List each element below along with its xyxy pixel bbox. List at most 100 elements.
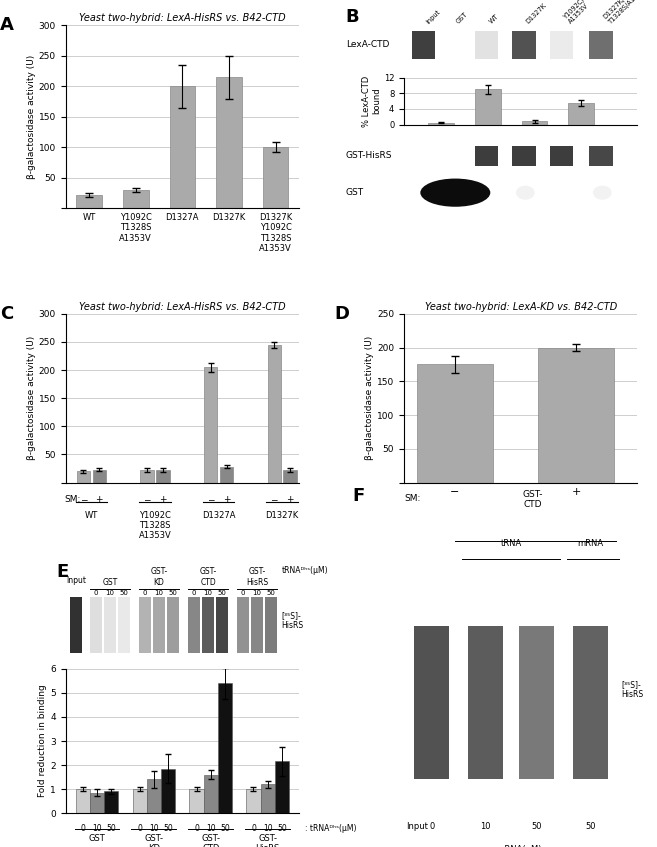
- Text: tRNAᴰʰˢ(μM): tRNAᴰʰˢ(μM): [281, 566, 328, 575]
- Bar: [522, 121, 547, 125]
- Text: Input: Input: [66, 576, 86, 584]
- Text: F: F: [353, 487, 365, 505]
- Bar: [218, 684, 232, 813]
- Text: mRNA: mRNA: [578, 539, 604, 548]
- Bar: [275, 761, 289, 813]
- Text: GST-
CTD: GST- CTD: [522, 490, 543, 509]
- Bar: [520, 627, 555, 779]
- Text: +: +: [223, 495, 231, 504]
- Text: Input: Input: [425, 8, 442, 25]
- Text: −: −: [79, 495, 87, 504]
- Bar: [161, 769, 175, 813]
- Bar: [550, 147, 573, 166]
- Text: 0: 0: [430, 822, 435, 831]
- Text: 10: 10: [252, 590, 261, 596]
- Text: +: +: [95, 495, 103, 504]
- Bar: [246, 789, 261, 813]
- Text: +: +: [159, 495, 167, 504]
- Text: Y1092C
T1328S
A1353V: Y1092C T1328S A1353V: [139, 511, 171, 540]
- Text: WT: WT: [488, 13, 500, 25]
- Bar: [468, 627, 503, 779]
- Text: E: E: [57, 563, 68, 581]
- Text: 10: 10: [206, 824, 215, 833]
- Title: Yeast two-hybrid: LexA-HisRS vs. B42-CTD: Yeast two-hybrid: LexA-HisRS vs. B42-CTD: [79, 14, 286, 23]
- Title: Yeast two-hybrid: LexA-HisRS vs. B42-CTD: Yeast two-hybrid: LexA-HisRS vs. B42-CTD: [79, 302, 286, 312]
- Text: D1327K: D1327K: [265, 511, 299, 520]
- Text: 50: 50: [120, 590, 129, 596]
- Text: GST: GST: [346, 188, 364, 197]
- Text: −: −: [207, 495, 214, 504]
- Text: 0: 0: [137, 824, 142, 833]
- Bar: [189, 597, 200, 653]
- Y-axis label: β-galactosidase activity (U): β-galactosidase activity (U): [27, 55, 36, 179]
- Text: 50: 50: [532, 822, 542, 831]
- Text: 50: 50: [267, 590, 275, 596]
- Bar: [216, 597, 227, 653]
- Bar: [573, 627, 608, 779]
- Text: : RNA(μM): : RNA(μM): [499, 844, 542, 847]
- Text: 10: 10: [480, 822, 491, 831]
- Y-axis label: % LexA-CTD
bound: % LexA-CTD bound: [361, 75, 381, 127]
- Text: 50: 50: [217, 590, 227, 596]
- Text: SM:: SM:: [64, 495, 80, 504]
- Bar: [475, 147, 499, 166]
- Bar: [267, 345, 281, 483]
- Text: GST-
CTD: GST- CTD: [201, 833, 220, 847]
- Y-axis label: β-galactosidase activity (U): β-galactosidase activity (U): [27, 336, 36, 460]
- Bar: [118, 597, 129, 653]
- Bar: [123, 190, 148, 208]
- Text: 10: 10: [204, 590, 212, 596]
- Text: GST-HisRS: GST-HisRS: [346, 151, 392, 160]
- Text: 50: 50: [277, 824, 287, 833]
- Bar: [104, 791, 118, 813]
- Bar: [265, 597, 277, 653]
- Text: 50: 50: [585, 822, 596, 831]
- Title: Yeast two-hybrid: LexA-KD vs. B42-CTD: Yeast two-hybrid: LexA-KD vs. B42-CTD: [424, 302, 617, 312]
- Text: [³⁵S]-
HisRS: [³⁵S]- HisRS: [621, 679, 643, 699]
- Bar: [538, 347, 614, 483]
- Text: 0: 0: [194, 824, 199, 833]
- Bar: [139, 597, 150, 653]
- Text: GST-
KD: GST- KD: [150, 567, 168, 587]
- Bar: [77, 471, 90, 483]
- Text: tRNA: tRNA: [501, 539, 522, 548]
- Bar: [417, 364, 493, 483]
- Text: D1327A: D1327A: [202, 511, 235, 520]
- Text: WT: WT: [85, 511, 98, 520]
- Bar: [76, 195, 102, 208]
- Text: A: A: [1, 16, 14, 34]
- Bar: [154, 597, 165, 653]
- Text: 50: 50: [106, 824, 116, 833]
- Y-axis label: Fold reduction in binding: Fold reduction in binding: [39, 684, 47, 797]
- Text: D1327K: D1327K: [526, 2, 548, 25]
- Bar: [91, 597, 102, 653]
- Text: 0: 0: [192, 590, 196, 596]
- Text: GST: GST: [102, 578, 118, 587]
- Text: −: −: [271, 495, 278, 504]
- Bar: [93, 469, 106, 483]
- Bar: [220, 467, 233, 483]
- Bar: [90, 793, 104, 813]
- Text: C: C: [1, 306, 14, 324]
- Bar: [550, 31, 573, 58]
- Text: 0: 0: [143, 590, 147, 596]
- Text: D1327K/Y1092C/
T1328S/A1353V: D1327K/Y1092C/ T1328S/A1353V: [602, 0, 651, 25]
- Bar: [76, 789, 90, 813]
- Ellipse shape: [593, 185, 612, 200]
- Bar: [204, 775, 218, 813]
- Bar: [512, 31, 536, 58]
- Text: 0: 0: [251, 824, 256, 833]
- Bar: [189, 789, 204, 813]
- Text: +: +: [286, 495, 294, 504]
- Text: D: D: [334, 306, 349, 324]
- Ellipse shape: [516, 185, 535, 200]
- Text: SM:: SM:: [404, 495, 420, 503]
- Bar: [261, 784, 275, 813]
- Text: : tRNAᴰʰˢ(μM): : tRNAᴰʰˢ(μM): [305, 824, 356, 833]
- Text: 10: 10: [154, 590, 164, 596]
- Text: 10: 10: [106, 590, 114, 596]
- Text: GST-
HisRS: GST- HisRS: [246, 567, 268, 587]
- Text: B: B: [346, 8, 359, 25]
- Bar: [170, 86, 195, 208]
- Text: 0: 0: [80, 824, 85, 833]
